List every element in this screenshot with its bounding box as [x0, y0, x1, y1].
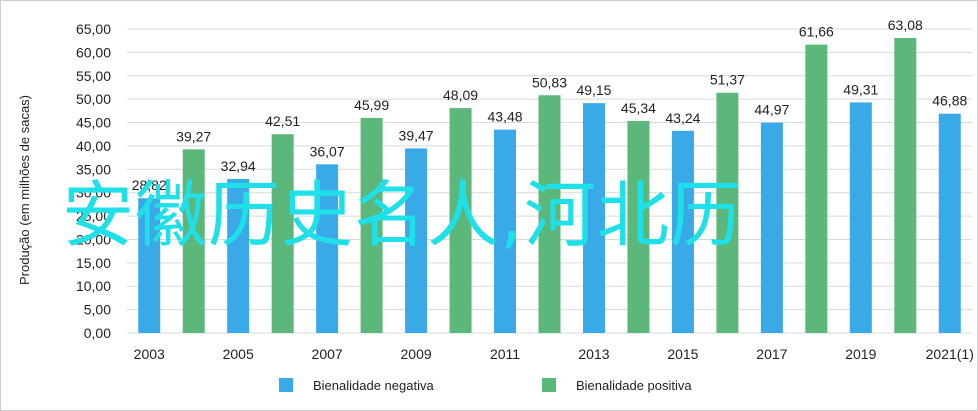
data-label: 49,31 — [843, 81, 878, 97]
data-label: 46,88 — [932, 93, 967, 109]
bar-2017 — [760, 122, 783, 333]
legend-label-positiva: Bienalidade positiva — [576, 378, 692, 393]
data-label: 43,48 — [488, 109, 523, 125]
x-tick-label: 2013 — [578, 346, 609, 362]
bar-2010 — [449, 108, 472, 334]
legend-label-negativa: Bienalidade negativa — [313, 378, 434, 393]
data-label: 44,97 — [754, 102, 789, 118]
bar-2006 — [271, 134, 294, 333]
bar-2005 — [227, 178, 250, 333]
bar-2020 — [894, 37, 917, 334]
x-tick-label: 2017 — [756, 346, 787, 362]
y-tick-label: 10,00 — [76, 278, 111, 294]
x-axis-ticks: 2003 2005 2007 2009 2011 2013 2015 2017 2019 2021… — [134, 346, 974, 362]
legend-swatch-positiva — [542, 378, 556, 392]
data-label: 32,94 — [221, 158, 256, 174]
x-tick-label: 2019 — [845, 346, 876, 362]
bar-2003 — [138, 198, 161, 333]
bar-2011 — [494, 129, 517, 333]
x-tick-label: 2005 — [223, 346, 254, 362]
x-tick-label: 2009 — [401, 346, 432, 362]
y-tick-label: 45,00 — [76, 115, 111, 131]
y-tick-label: 40,00 — [76, 138, 111, 154]
bar-2018 — [805, 44, 828, 334]
data-label: 49,15 — [576, 82, 611, 98]
y-tick-label: 0,00 — [84, 325, 111, 341]
data-label: 43,24 — [665, 110, 700, 126]
bar-2014 — [627, 120, 650, 334]
legend: Bienalidade negativa Bienalidade positiv… — [279, 378, 692, 393]
bar-2013 — [582, 103, 605, 333]
bar-2019 — [849, 102, 872, 333]
x-tick-label: 2003 — [134, 346, 165, 362]
data-label: 63,08 — [888, 17, 923, 33]
y-axis-ticks: 0,00 5,00 10,00 15,00 20,00 25,00 30,00 35,00 40… — [76, 21, 111, 341]
x-tick-label: 2015 — [667, 346, 698, 362]
data-label: 45,34 — [621, 100, 656, 116]
bar-2016 — [716, 92, 739, 333]
overlay-watermark-text: 安徽历史名人,河北历 — [62, 173, 743, 257]
data-label: 39,47 — [399, 127, 434, 143]
data-labels: 28,82 39,27 32,94 42,51 36,07 45,99 39,47 48,09… — [132, 17, 968, 193]
data-label: 50,83 — [532, 74, 567, 90]
bar-2015 — [671, 130, 694, 333]
x-tick-label: 2011 — [490, 346, 520, 362]
x-tick-label: 2007 — [312, 346, 343, 362]
bar-2021(1) — [938, 113, 961, 333]
data-label: 48,09 — [443, 87, 478, 103]
data-label: 51,37 — [710, 72, 745, 88]
x-tick-label: 2021(1) — [926, 346, 974, 362]
bar-2004 — [182, 149, 205, 333]
legend-swatch-negativa — [279, 378, 293, 392]
data-label: 39,27 — [176, 128, 211, 144]
y-tick-label: 65,00 — [76, 21, 111, 37]
data-label: 42,51 — [265, 113, 300, 129]
bar-2012 — [538, 95, 561, 333]
bar-2007 — [316, 164, 339, 333]
y-tick-label: 20,00 — [76, 231, 111, 247]
y-tick-label: 5,00 — [84, 302, 111, 318]
y-tick-label: 15,00 — [76, 255, 111, 271]
data-label: 45,99 — [354, 97, 389, 113]
bar-2008 — [360, 117, 383, 333]
y-tick-label: 55,00 — [76, 68, 111, 84]
data-label: 36,07 — [310, 143, 345, 159]
y-tick-label: 60,00 — [76, 44, 111, 60]
y-tick-label: 35,00 — [76, 161, 111, 177]
y-axis-label: Produção (em milhões de sacas) — [17, 95, 32, 285]
bar-2009 — [405, 148, 428, 333]
y-tick-label: 25,00 — [76, 208, 111, 224]
y-tick-label: 50,00 — [76, 91, 111, 107]
data-label: 28,82 — [132, 177, 167, 193]
bars — [138, 37, 961, 334]
y-tick-label: 30,00 — [76, 185, 111, 201]
data-label: 61,66 — [799, 24, 834, 40]
